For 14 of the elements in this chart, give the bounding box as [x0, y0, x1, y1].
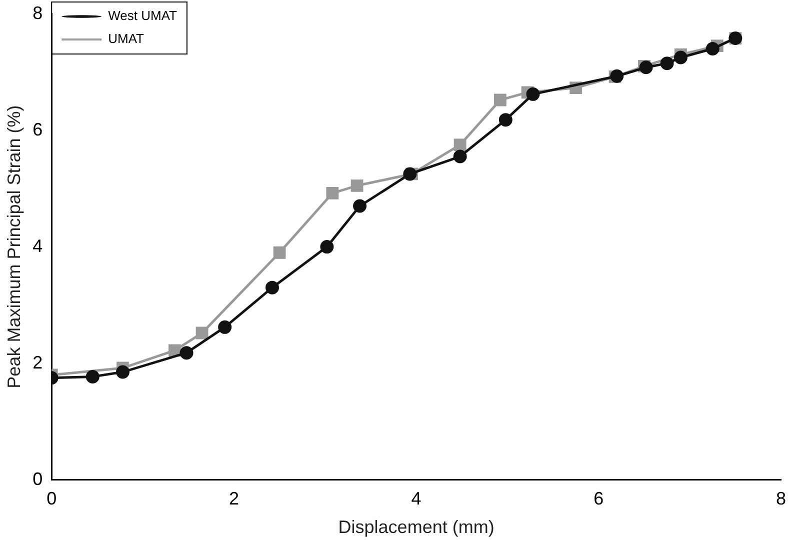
- y-tick-label: 4: [32, 236, 43, 256]
- x-tick-label: 4: [411, 488, 422, 509]
- legend-label: West UMAT: [108, 8, 178, 24]
- y-axis-title: Peak Maximum Principal Strain (%): [4, 105, 24, 388]
- x-axis-title: Displacement (mm): [338, 517, 494, 538]
- y-tick-label: 8: [32, 2, 43, 23]
- x-tick-label: 8: [776, 488, 786, 509]
- x-tick-label: 0: [46, 488, 57, 509]
- legend-label: UMAT: [108, 31, 144, 46]
- y-tick-label: 0: [32, 468, 43, 489]
- y-tick-label: 2: [32, 352, 43, 372]
- y-tick-label: 6: [32, 119, 43, 140]
- x-tick-label: 6: [594, 488, 604, 509]
- x-tick-label: 2: [228, 488, 239, 509]
